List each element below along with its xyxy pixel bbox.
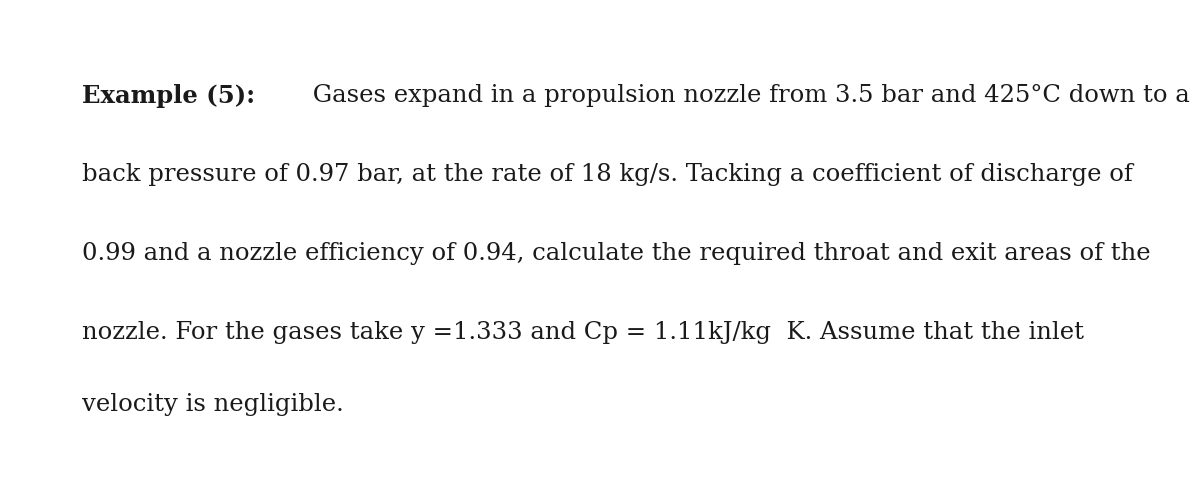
Text: Example (5):: Example (5):: [82, 84, 254, 108]
Text: velocity is negligible.: velocity is negligible.: [82, 393, 343, 416]
Text: nozzle. For the gases take y =1.333 and Cp = 1.11kJ/kg  K. Assume that the inlet: nozzle. For the gases take y =1.333 and …: [82, 321, 1084, 344]
Text: 0.99 and a nozzle efficiency of 0.94, calculate the required throat and exit are: 0.99 and a nozzle efficiency of 0.94, ca…: [82, 242, 1151, 265]
Text: back pressure of 0.97 bar, at the rate of 18 kg/s. Tacking a coefficient of disc: back pressure of 0.97 bar, at the rate o…: [82, 163, 1133, 186]
Text: Gases expand in a propulsion nozzle from 3.5 bar and 425°C down to a: Gases expand in a propulsion nozzle from…: [305, 84, 1189, 107]
